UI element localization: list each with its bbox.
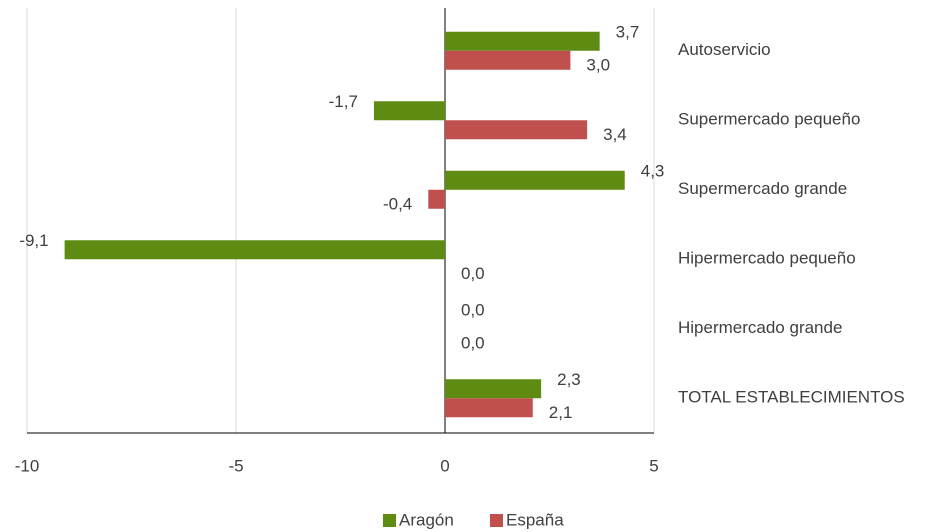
x-tick-label: -10	[15, 456, 40, 475]
x-tick-label: -5	[228, 456, 243, 475]
data-label: -9,1	[19, 231, 48, 250]
data-label: 0,0	[461, 334, 485, 353]
bar	[445, 170, 625, 190]
bar	[445, 50, 571, 70]
data-label: 3,4	[603, 125, 627, 144]
data-label: -1,7	[329, 92, 358, 111]
category-label: Supermercado grande	[678, 179, 847, 198]
data-label: 2,1	[549, 403, 573, 422]
bar	[445, 120, 588, 140]
data-label: 4,3	[641, 162, 665, 181]
bar	[445, 398, 533, 418]
category-label: Supermercado pequeño	[678, 110, 860, 129]
category-label: TOTAL ESTABLECIMIENTOS	[678, 388, 905, 407]
data-label: 2,3	[557, 370, 581, 389]
bar	[64, 240, 446, 260]
data-label: 3,7	[616, 23, 640, 42]
bar	[373, 101, 445, 121]
bar	[428, 189, 445, 209]
bar	[445, 31, 600, 51]
legend-swatch	[490, 514, 503, 527]
data-label: 0,0	[461, 301, 485, 320]
data-label: -0,4	[383, 195, 412, 214]
legend-swatch	[383, 514, 396, 527]
legend-label: España	[506, 510, 564, 529]
data-label: 3,0	[586, 56, 610, 75]
x-tick-label: 5	[649, 456, 658, 475]
legend-label: Aragón	[399, 510, 454, 529]
category-label: Autoservicio	[678, 40, 771, 59]
category-label: Hipermercado grande	[678, 318, 842, 337]
category-label: Hipermercado pequeño	[678, 249, 856, 268]
data-label: 0,0	[461, 264, 485, 283]
bar	[445, 379, 542, 399]
x-tick-label: 0	[440, 456, 449, 475]
